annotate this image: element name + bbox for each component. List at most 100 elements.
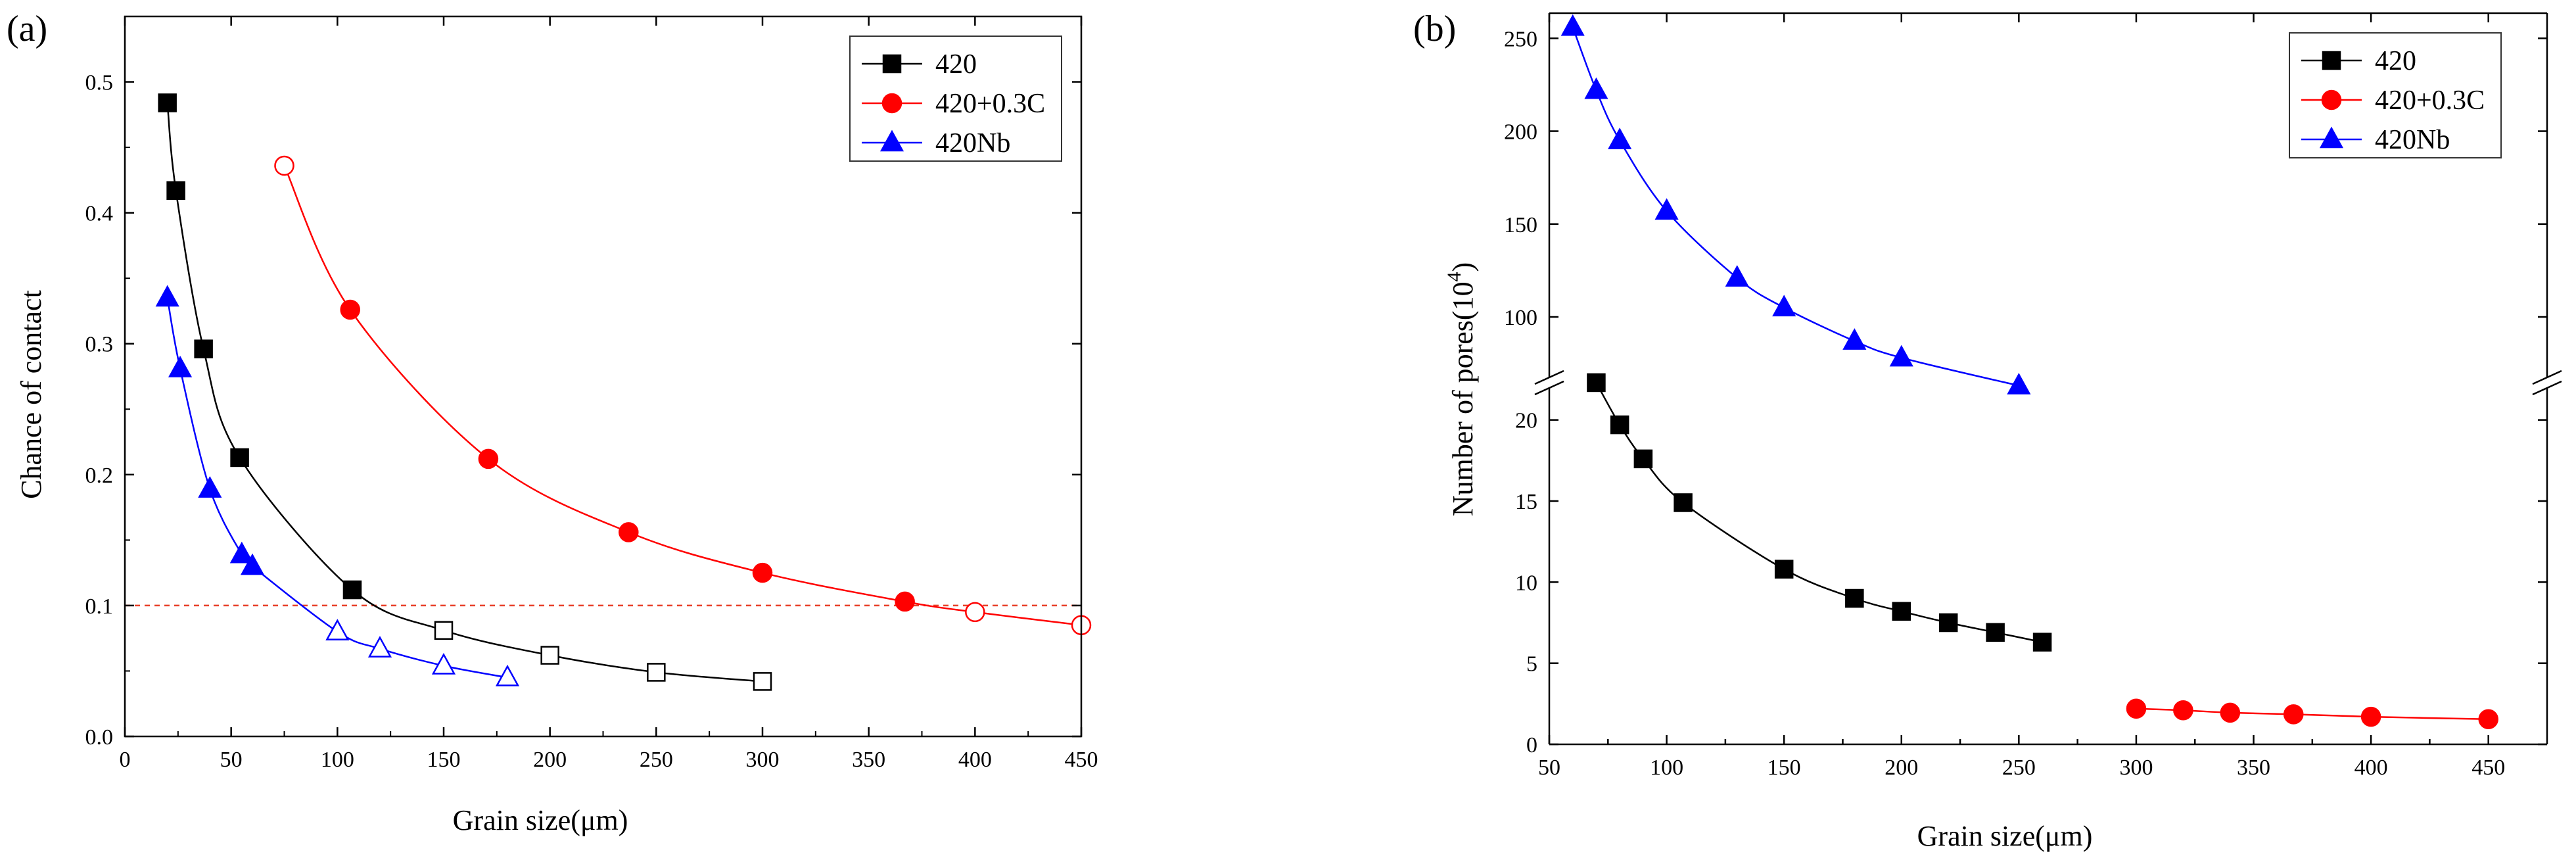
panel-b-ylabel: Number of pores(104)	[1443, 262, 1479, 516]
panel-b-ytick-label-lower: 5	[1526, 652, 1537, 677]
panel-b-xtick-label: 300	[2119, 756, 2153, 780]
panel-b-xtick-label: 200	[1885, 756, 1918, 780]
panel-b-chart: (b) Number of pores(104) Grain size(μm) …	[1413, 9, 2562, 852]
panel-b-point-0-4	[1774, 560, 1794, 579]
panel-a-point-1-2	[478, 448, 499, 469]
panel-a-ytick-label: 0.1	[85, 594, 114, 619]
panel-b-ytick-label-upper: 200	[1504, 120, 1537, 145]
panel-a-point-0-1	[166, 181, 185, 201]
panel-a-xtick-label: 300	[746, 748, 780, 772]
panel-b-legend-marker-0	[2322, 51, 2341, 70]
panel-a-xtick-label: 100	[321, 748, 354, 772]
panel-a-point-2-1	[168, 356, 193, 377]
panel-a-legend: 420 420+0.3C 420Nb	[849, 36, 1062, 162]
panel-b-point-0-2	[1633, 449, 1653, 469]
panel-a-ytick-label: 0.3	[85, 333, 114, 357]
panel-b-point-2-1	[1584, 77, 1608, 99]
panel-a-points	[155, 93, 1092, 691]
panel-b-point-2-3	[1654, 198, 1679, 220]
panel-a-ytick-label: 0.4	[85, 202, 114, 226]
panel-a-xtick-label: 50	[220, 748, 243, 772]
panel-a-ylabel: Chance of contact	[15, 290, 47, 499]
panel-b-break-mark-1b	[2532, 380, 2562, 396]
panel-b-break-mark-0a	[1534, 370, 1564, 385]
panel-a-point-1-0	[274, 155, 294, 176]
panel-b-xlabel: Grain size(μm)	[1917, 820, 2093, 852]
panel-a-point-2-6	[367, 636, 392, 658]
panel-b-xtick-label: 100	[1650, 756, 1683, 780]
panel-a-legend-label-2: 420Nb	[935, 128, 1010, 158]
panel-a-point-0-8	[753, 672, 772, 691]
panel-b-ylabel-sup: 4	[1443, 272, 1465, 281]
panel-a-point-1-1	[340, 299, 360, 320]
panel-b-xtick-label: 400	[2354, 756, 2388, 780]
panel-b-ytick-label-upper: 100	[1504, 306, 1537, 330]
panel-b-point-0-3	[1674, 493, 1693, 512]
panel-a-xtick-label: 200	[533, 748, 567, 772]
panel-b-curve-0	[1595, 382, 2043, 643]
panel-b-xtick-label: 150	[1768, 756, 1801, 780]
panel-b-ytick-label-lower: 15	[1515, 490, 1537, 514]
panel-a-point-0-6	[540, 646, 559, 665]
panel-b-ytick-label-lower: 10	[1515, 571, 1537, 595]
panel-b-legend-marker-2	[2319, 126, 2344, 149]
panel-a-curve-1	[283, 165, 1082, 627]
panel-b-point-1-1	[2173, 700, 2193, 721]
panel-a-point-1-4	[752, 562, 773, 583]
panel-a-point-0-3	[230, 448, 249, 468]
panel-b-point-1-2	[2220, 702, 2241, 723]
panel-a-point-2-0	[155, 285, 179, 307]
panel-b-legend-label-1: 420+0.3C	[2375, 85, 2485, 116]
panel-b-xtick-label: 250	[2002, 756, 2036, 780]
panel-b-point-1-0	[2126, 698, 2147, 719]
panel-b-point-2-5	[1772, 295, 1796, 317]
panel-a-legend-label-1: 420+0.3C	[935, 89, 1045, 119]
panel-b-xtick-label: 450	[2471, 756, 2505, 780]
panel-a-xtick-label: 450	[1065, 748, 1098, 772]
panel-a-legend-marker-1	[881, 93, 902, 114]
panel-b-point-2-8	[2007, 372, 2031, 395]
panel-a-xtick-label: 150	[427, 748, 461, 772]
panel-b-ytick-label-upper: 150	[1504, 213, 1537, 237]
panel-a-point-0-0	[158, 93, 177, 112]
panel-a-point-2-8	[495, 664, 520, 686]
panel-a-xtick-label: 400	[958, 748, 992, 772]
panel-a-point-2-5	[325, 619, 350, 640]
panel-b-point-0-5	[1845, 588, 1864, 608]
panel-b-point-0-7	[1938, 613, 1958, 633]
panel-b-point-2-2	[1608, 128, 1632, 149]
panel-b-point-2-7	[1889, 345, 1913, 367]
panel-a-legend-label-0: 420	[935, 49, 977, 80]
panel-b-points	[1560, 14, 2498, 730]
panel-b-break-mark-1a	[2532, 370, 2562, 385]
panel-b-point-2-0	[1560, 14, 1585, 36]
panel-a-legend-marker-0	[882, 54, 902, 74]
panel-a-xtick-label: 0	[120, 748, 131, 772]
panel-a-label: (a)	[7, 9, 47, 49]
panel-a-xtick-label: 250	[640, 748, 673, 772]
panel-a-legend-marker-2	[879, 130, 904, 152]
panel-b-ytick-label-lower: 0	[1526, 733, 1537, 757]
panel-b-ylabel-main: Number of pores(10	[1447, 281, 1479, 516]
panel-b-point-0-6	[1892, 602, 1911, 621]
panel-b-point-0-9	[2032, 633, 2052, 652]
panel-b-point-2-4	[1725, 265, 1749, 287]
panel-a-point-0-7	[647, 663, 666, 682]
panel-b-point-1-4	[2360, 706, 2381, 727]
panel-b-point-1-3	[2283, 704, 2304, 725]
panel-b-legend-label-0: 420	[2375, 46, 2416, 76]
panel-a-point-2-7	[431, 652, 456, 675]
panel-b-xtick-label: 350	[2237, 756, 2270, 780]
panel-a-curves	[166, 103, 1082, 683]
panel-a-point-0-4	[342, 580, 362, 600]
panel-b-legend: 420 420+0.3C 420Nb	[2289, 32, 2502, 158]
panel-b-point-1-5	[2478, 709, 2498, 730]
panel-b-legend-label-2: 420Nb	[2375, 125, 2450, 155]
panel-a-chart: (a) Chance of contact Grain size(μm) 0 50…	[7, 9, 1098, 836]
panel-b-point-0-1	[1610, 415, 1629, 435]
panel-a-point-1-6	[965, 602, 985, 623]
panel-a-ytick-label: 0.0	[85, 725, 114, 750]
panel-a-point-0-2	[194, 339, 213, 358]
panel-b-break-mark-0b	[1534, 380, 1564, 396]
